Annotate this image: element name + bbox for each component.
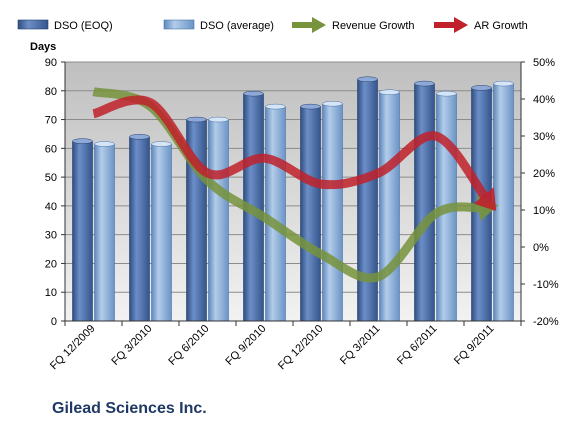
y-tick-label: 40 <box>45 201 57 213</box>
y2-tick-label: 40% <box>533 94 555 106</box>
bar-dso-average <box>322 103 343 322</box>
legend-layer: DSO (EOQ) DSO (average) Revenue Growth AR G… <box>17 17 528 33</box>
y2-tick-label: 30% <box>533 131 555 143</box>
bar-dso-eoq-cap <box>72 138 93 144</box>
ar-growth-arrow-line <box>92 95 489 200</box>
legend-arrow-ar-growth-head <box>454 17 468 33</box>
ar-growth-arrow-head <box>473 187 497 211</box>
y2-tick-label: 10% <box>533 205 555 217</box>
bar-dso-average-cap <box>265 103 286 110</box>
y-tick-label: 80 <box>45 86 57 98</box>
y-axis-label: Days <box>30 41 56 53</box>
bar-dso-eoq <box>129 136 150 322</box>
bar-dso-eoq-cap <box>471 85 492 91</box>
legend-label-ar-growth: AR Growth <box>474 20 528 32</box>
bar-dso-average-cap <box>322 100 343 107</box>
bar-dso-eoq <box>414 83 435 322</box>
y2-tick-label: -20% <box>533 316 559 328</box>
bar-dso-average-cap <box>94 141 115 147</box>
bar-dso-average-cap <box>436 90 457 97</box>
y-tick-label: 50 <box>45 172 57 184</box>
arrow-layer <box>92 87 499 283</box>
y-tick-label: 90 <box>45 57 57 69</box>
bar-dso-eoq-cap <box>129 134 150 140</box>
bar-dso-average <box>208 119 229 322</box>
bar-dso-eoq-cap <box>357 76 378 83</box>
y-tick-label: 0 <box>51 316 57 328</box>
y-tick-label: 70 <box>45 115 57 127</box>
y-tick-label: 10 <box>45 287 57 299</box>
bar-dso-eoq <box>300 106 321 322</box>
bar-dso-average-cap <box>151 141 172 147</box>
legend-arrow-revenue-growth-head <box>312 17 326 33</box>
company-title: Gilead Sciences Inc. <box>52 400 207 417</box>
legend-swatch-dso-average <box>163 19 195 30</box>
bar-dso-eoq-cap <box>300 103 321 110</box>
y-tick-label: 20 <box>45 258 57 270</box>
legend-label-revenue-growth: Revenue Growth <box>332 20 415 32</box>
bar-dso-average <box>151 143 172 322</box>
bar-dso-average-cap <box>208 116 229 123</box>
legend-swatch-dso-eoq <box>17 19 49 30</box>
y-tick-label: 60 <box>45 143 57 155</box>
y2-tick-label: -10% <box>533 279 559 291</box>
bar-dso-average-cap <box>379 89 400 95</box>
bar-dso-average <box>94 143 115 322</box>
legend-label-dso-average: DSO (average) <box>200 20 274 32</box>
bar-dso-average <box>379 91 400 322</box>
bar-dso-average <box>265 106 286 322</box>
bar-dso-average <box>493 83 514 322</box>
y-tick-label: 30 <box>45 230 57 242</box>
bar-dso-eoq-cap <box>243 90 264 97</box>
y2-tick-label: 20% <box>533 168 555 180</box>
bar-dso-eoq-cap <box>414 80 435 87</box>
y2-tick-label: 50% <box>533 57 555 69</box>
bar-dso-eoq <box>72 140 93 322</box>
bar-dso-average-cap <box>493 80 514 87</box>
bar-dso-eoq <box>357 78 378 322</box>
bar-dso-eoq-cap <box>186 116 207 123</box>
y2-tick-label: 0% <box>533 242 549 254</box>
legend-label-dso-eoq: DSO (EOQ) <box>54 20 113 32</box>
